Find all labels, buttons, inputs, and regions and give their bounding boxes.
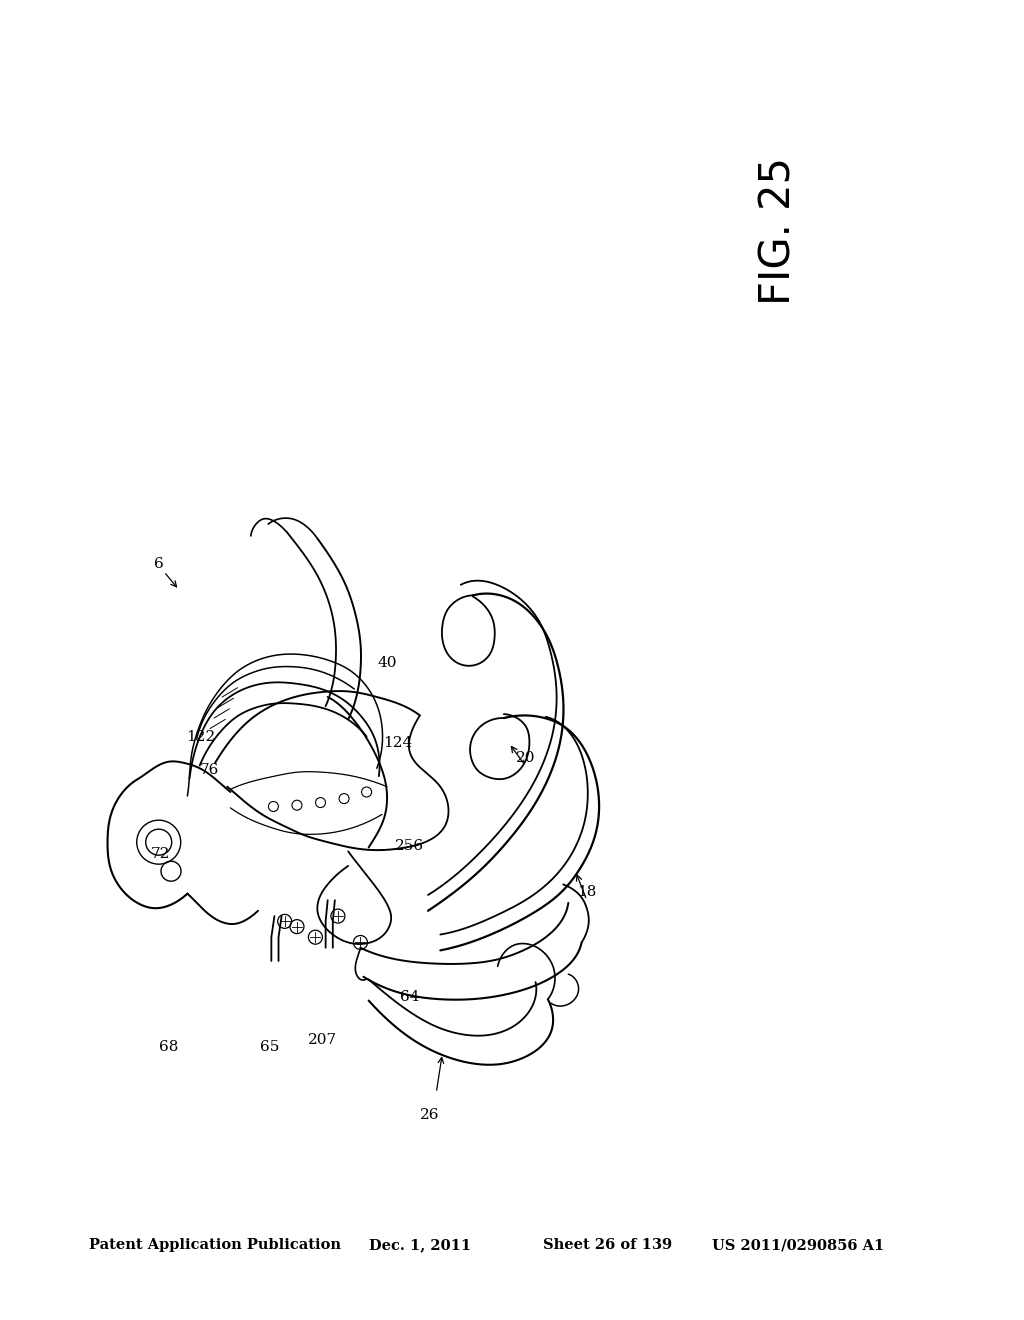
Text: 72: 72 [152,847,170,861]
Text: 26: 26 [420,1109,440,1122]
Text: 124: 124 [383,737,412,750]
Text: Patent Application Publication: Patent Application Publication [89,1238,341,1253]
Text: Dec. 1, 2011: Dec. 1, 2011 [369,1238,471,1253]
Text: 68: 68 [160,1040,178,1053]
Text: 65: 65 [260,1040,279,1053]
Text: US 2011/0290856 A1: US 2011/0290856 A1 [712,1238,884,1253]
Text: Sheet 26 of 139: Sheet 26 of 139 [543,1238,672,1253]
Text: 76: 76 [201,763,219,776]
Text: 6: 6 [154,557,164,570]
Text: 256: 256 [395,840,424,853]
Text: FIG. 25: FIG. 25 [757,157,800,305]
Text: 20: 20 [515,751,536,764]
Text: 64: 64 [399,990,420,1003]
Text: 207: 207 [308,1034,337,1047]
Text: 40: 40 [377,656,397,669]
Text: 122: 122 [186,730,215,743]
Text: 18: 18 [578,886,596,899]
